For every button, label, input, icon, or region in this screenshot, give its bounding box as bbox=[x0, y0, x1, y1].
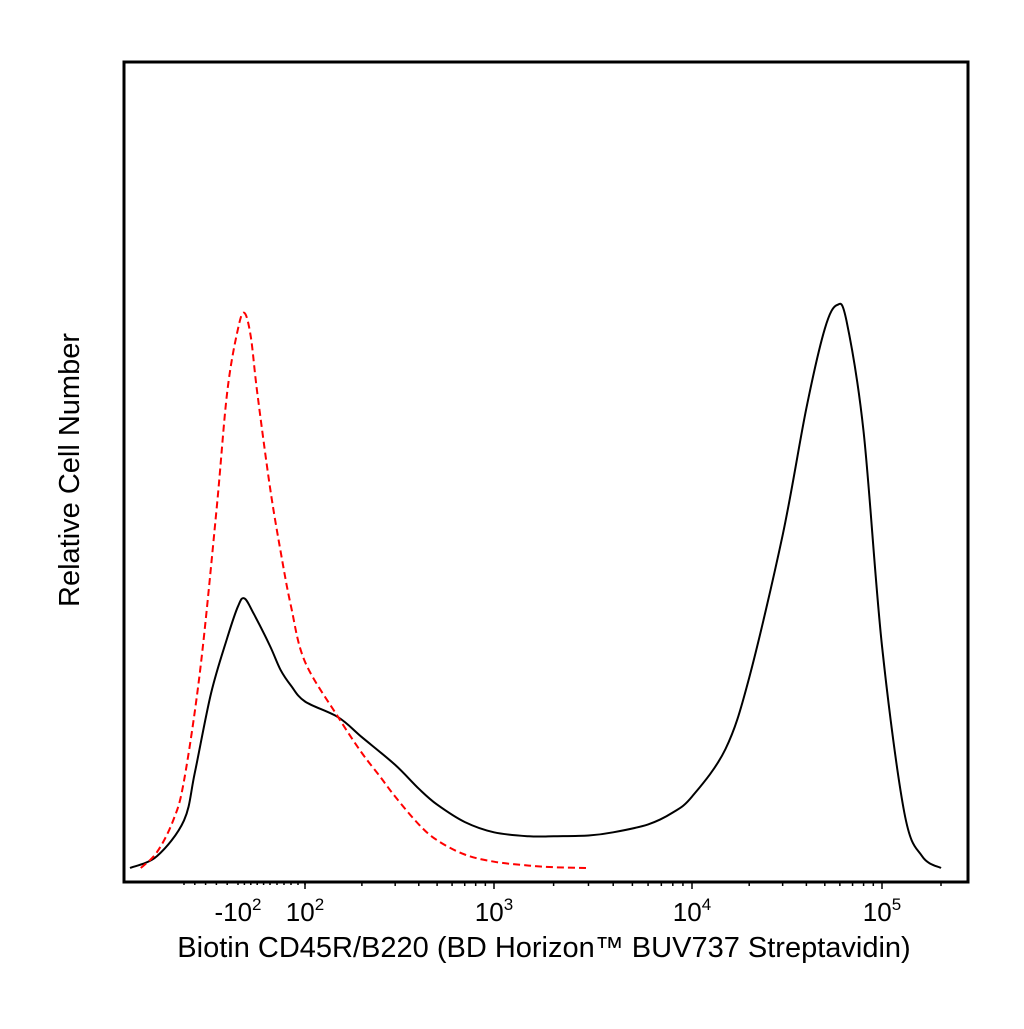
y-axis-label: Relative Cell Number bbox=[54, 333, 86, 607]
x-tick-label: 103 bbox=[475, 895, 513, 927]
x-tick-label: 102 bbox=[286, 895, 324, 927]
series-layer bbox=[129, 302, 942, 869]
plot-frame bbox=[122, 60, 970, 884]
series-line-black-solid bbox=[129, 302, 942, 869]
x-tick-label: 105 bbox=[863, 895, 901, 927]
series-line-red-dashed bbox=[140, 311, 589, 869]
x-axis-label: Biotin CD45R/B220 (BD Horizon™ BUV737 St… bbox=[177, 932, 910, 964]
x-axis-tick-labels: -102 102 103 104 105 bbox=[214, 895, 901, 927]
x-tick-label: -102 bbox=[214, 895, 261, 927]
x-tick-label: 104 bbox=[673, 895, 711, 927]
x-axis-ticks bbox=[183, 882, 942, 889]
